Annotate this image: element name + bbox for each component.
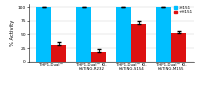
Bar [36, 7, 51, 62]
Bar [156, 7, 171, 62]
Legend: -H151, +H151: -H151, +H151 [174, 5, 193, 15]
Bar [116, 7, 131, 62]
Bar [131, 24, 146, 62]
Bar [76, 7, 91, 62]
Y-axis label: % Activity: % Activity [11, 20, 15, 46]
Bar [171, 33, 186, 62]
Bar [91, 52, 106, 62]
Bar [51, 45, 66, 62]
